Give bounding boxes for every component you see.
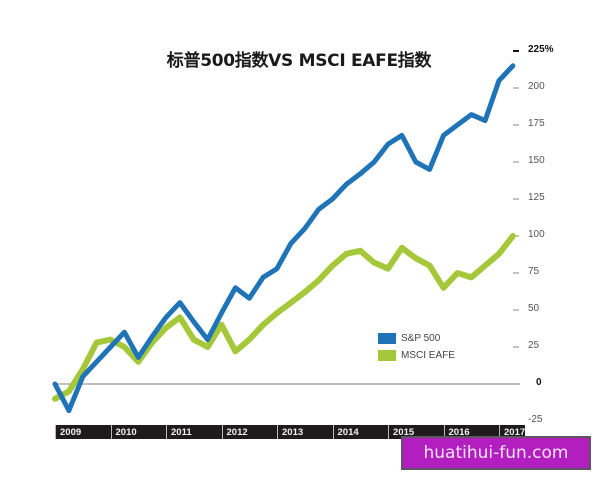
legend: S&P 500 MSCI EAFE bbox=[378, 330, 455, 364]
x-tick-label: 2010 bbox=[110, 425, 167, 439]
chart-title: 标普500指数VS MSCI EAFE指数 bbox=[0, 46, 600, 71]
y-tick-label: 150 bbox=[528, 155, 545, 166]
y-tick-label: 50 bbox=[528, 303, 540, 314]
legend-label-sp500: S&P 500 bbox=[401, 333, 441, 344]
x-tick-label: 2016 bbox=[443, 425, 500, 439]
x-axis-bar bbox=[55, 425, 525, 439]
msci-eafe-line bbox=[52, 233, 516, 402]
watermark-banner: huatihui-fun.com bbox=[401, 436, 591, 470]
x-tick-label: 2009 bbox=[55, 425, 111, 439]
x-tick-label: 2014 bbox=[332, 425, 389, 439]
y-tick-label: 125 bbox=[528, 192, 545, 203]
legend-swatch-msci-eafe bbox=[378, 350, 396, 361]
y-tick-label: 25 bbox=[528, 340, 540, 351]
y-tick-label: 100 bbox=[528, 229, 545, 240]
x-tick-label: 2017 bbox=[499, 425, 555, 439]
y-tick-label: 0 bbox=[536, 377, 542, 388]
y-tick-label: 75 bbox=[528, 266, 540, 277]
y-tick-label: -25 bbox=[528, 414, 543, 425]
legend-swatch-sp500 bbox=[378, 333, 396, 344]
legend-item-msci-eafe: MSCI EAFE bbox=[378, 347, 455, 364]
y-tick-label: 200 bbox=[528, 81, 545, 92]
x-tick-label: 2015 bbox=[388, 425, 444, 439]
watermark-text: huatihui-fun.com bbox=[423, 443, 569, 463]
legend-item-sp500: S&P 500 bbox=[378, 330, 455, 347]
x-tick-label: 2012 bbox=[221, 425, 278, 439]
y-tick-label: 175 bbox=[528, 118, 545, 129]
y-tick-label: 225% bbox=[528, 44, 554, 55]
x-tick-label: 2013 bbox=[277, 425, 333, 439]
chart-title-text: 标普500指数VS MSCI EAFE指数 bbox=[166, 51, 432, 71]
y-tick-marks bbox=[513, 50, 519, 348]
x-tick-label: 2011 bbox=[166, 425, 222, 439]
legend-label-msci-eafe: MSCI EAFE bbox=[401, 350, 455, 361]
sp500-line bbox=[52, 63, 516, 414]
